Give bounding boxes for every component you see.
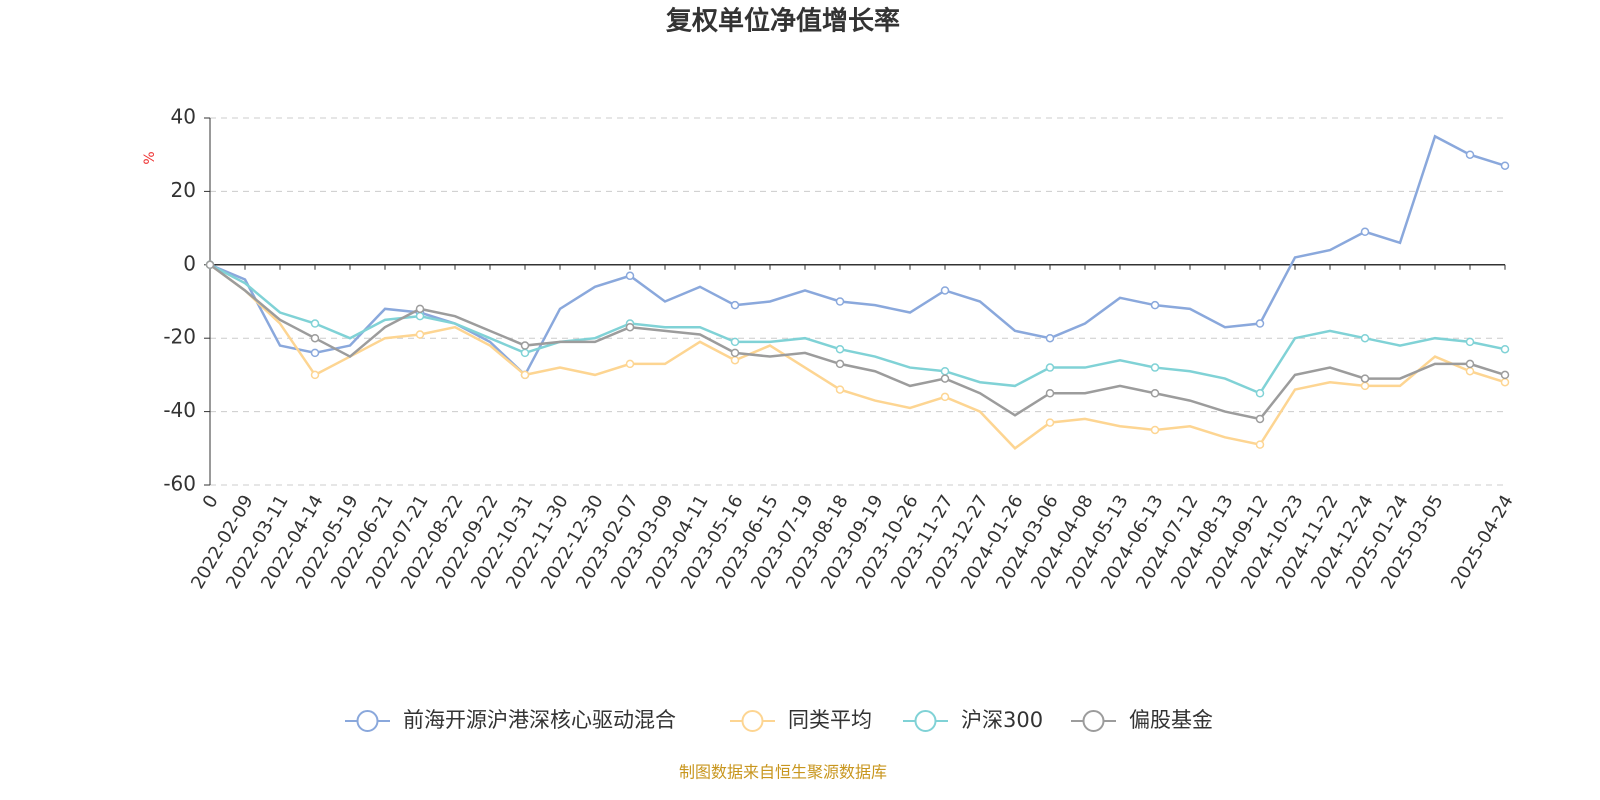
point [1255,414,1265,424]
point [1255,440,1265,449]
y-tick-label: 40 [171,105,196,129]
point [625,271,635,281]
point [520,370,530,380]
point [940,374,950,383]
point [205,260,215,270]
point [1360,374,1370,383]
legend-marker [1082,710,1105,732]
legend-label: 同类平均 [788,708,872,732]
chart-title: 复权单位净值增长率 [666,6,900,37]
point [625,359,635,369]
point [940,392,950,402]
point [1150,425,1160,435]
point [310,319,320,328]
point [1500,370,1510,380]
point [1045,389,1055,398]
point [415,311,425,321]
y-tick-label: -40 [163,398,196,422]
point [1045,363,1055,372]
point [415,304,425,314]
point [625,322,635,332]
legend-marker [356,710,379,732]
point [1500,161,1510,170]
point [1360,333,1370,343]
x-tick-label: 2025-04-24 [1447,492,1517,593]
point [730,300,740,310]
point [520,348,530,358]
point [730,348,740,358]
point [1255,319,1265,328]
y-tick-label: 0 [183,251,196,275]
legend-label: 前海开源沪港深核心驱动混合 [403,708,676,732]
point [835,297,845,306]
point [310,370,320,380]
x-tick-label: 0 [199,492,223,512]
point [835,344,845,354]
legend-marker [914,710,937,732]
y-tick-label: -20 [163,325,196,349]
y-tick-label: 20 [171,178,196,202]
point [310,333,320,343]
y-axis-label: % [142,151,158,164]
point [310,348,320,358]
point [730,337,740,347]
point [1465,366,1475,376]
legend-label: 沪深300 [961,708,1043,732]
point [415,330,425,339]
point [1045,333,1055,343]
point [940,286,950,295]
series-line [209,134,1506,377]
legend-marker [741,710,764,732]
point [1500,377,1510,387]
legend-label: 偏股基金 [1129,708,1213,732]
point [520,341,530,350]
point [940,366,950,376]
point [730,355,740,365]
point [1150,389,1160,398]
point [835,359,845,369]
point [835,385,845,394]
point [1360,381,1370,391]
point [1500,344,1510,354]
series-line [209,263,1506,450]
point [1465,337,1475,347]
point [1360,227,1370,237]
point [1255,389,1265,398]
source-note: 制图数据来自恒生聚源数据库 [679,763,887,782]
point [1465,150,1475,159]
series-line [209,263,1506,421]
point [1465,359,1475,369]
point [1045,418,1055,427]
point [1150,363,1160,372]
y-tick-label: -60 [163,472,196,496]
point [1150,300,1160,310]
series-line [209,263,1506,395]
